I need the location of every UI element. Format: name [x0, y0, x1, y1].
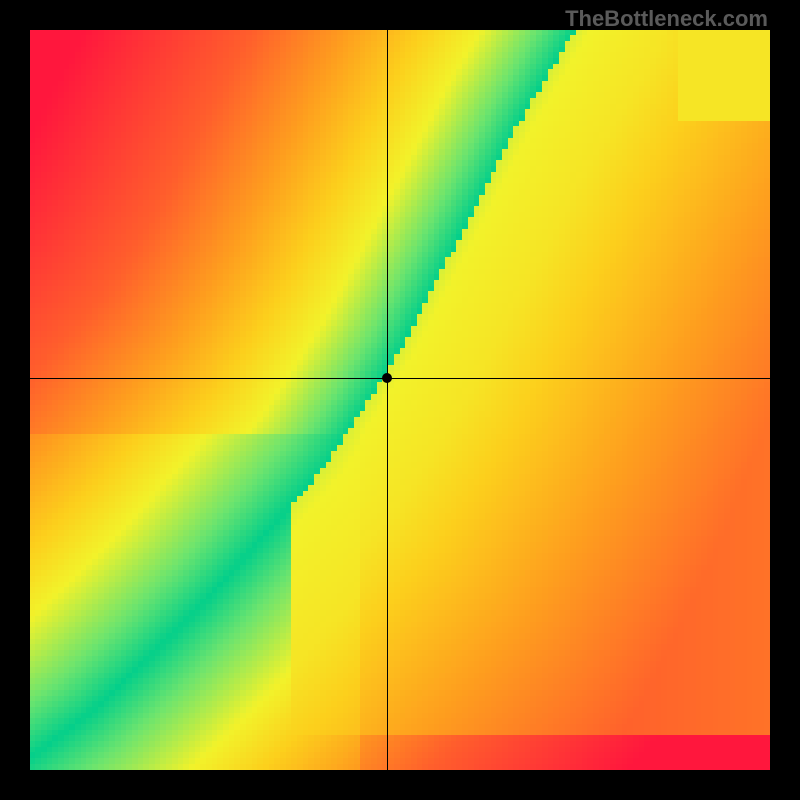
crosshair-vertical: [387, 30, 388, 770]
chart-container: TheBottleneck.com: [0, 0, 800, 800]
watermark-text: TheBottleneck.com: [565, 6, 768, 32]
plot-area: [30, 30, 770, 770]
crosshair-horizontal: [30, 378, 770, 379]
crosshair-marker: [382, 373, 392, 383]
heatmap-canvas: [30, 30, 770, 770]
